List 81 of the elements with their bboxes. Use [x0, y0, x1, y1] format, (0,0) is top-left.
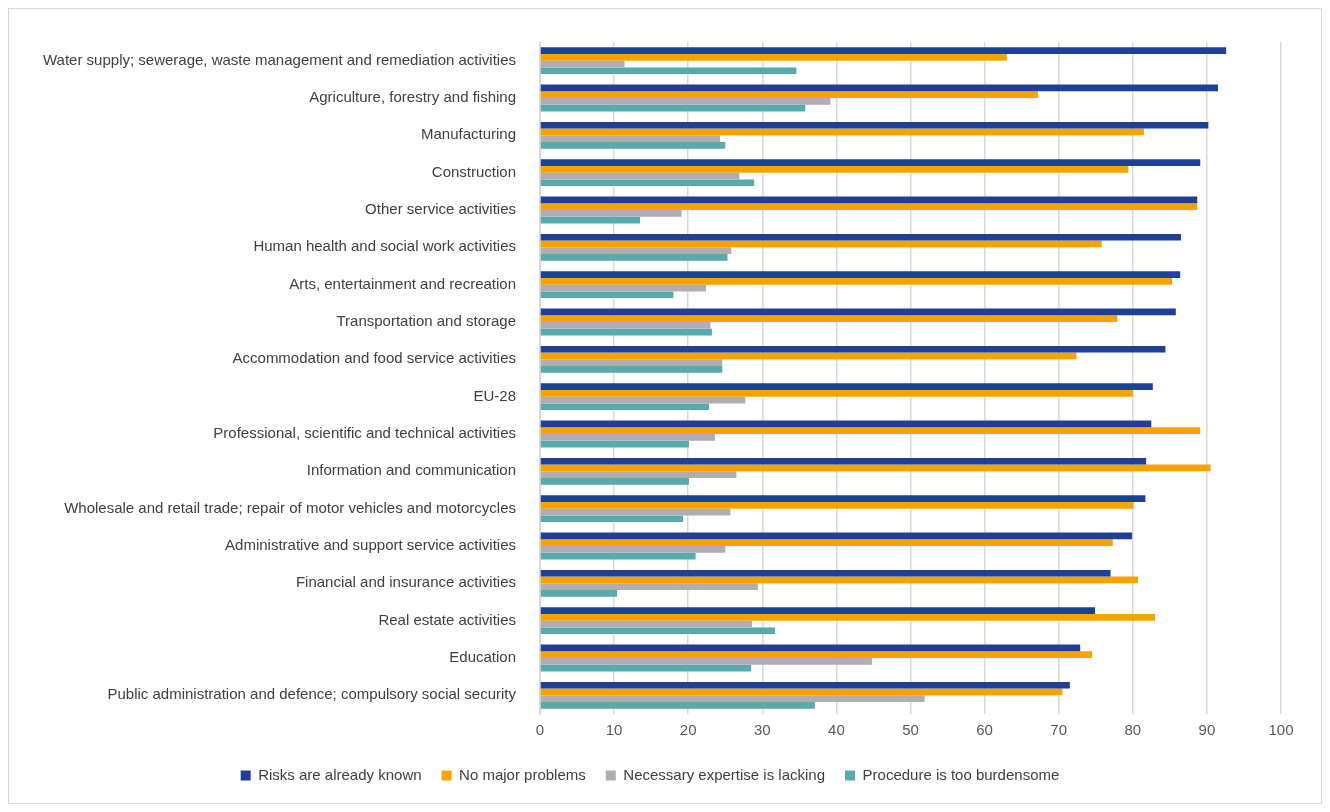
- bar: [540, 47, 1227, 54]
- y-tick-label: Construction: [431, 162, 517, 180]
- bar: [540, 179, 755, 187]
- y-tick-label: Human health and social work activities: [253, 237, 517, 255]
- legend-label: No major problems: [459, 765, 586, 783]
- bar: [540, 359, 723, 367]
- bar: [540, 254, 728, 261]
- y-tick-label: Education: [449, 648, 517, 666]
- bar: [540, 539, 1113, 546]
- x-tick-label: 30: [753, 721, 771, 739]
- bar: [540, 389, 1133, 397]
- y-tick-label: Professional, scientific and technical activities: [213, 424, 517, 442]
- bar: [540, 135, 721, 143]
- y-tick-label: Transportation and storage: [336, 312, 517, 330]
- bar: [540, 233, 1181, 241]
- bar: [540, 501, 1134, 509]
- y-tick-label: EU-28: [473, 386, 517, 404]
- bar: [540, 681, 1070, 689]
- y-tick-label: Manufacturing: [420, 125, 517, 143]
- bar: [540, 67, 797, 75]
- bar: [540, 91, 1038, 98]
- legend-label: Procedure is too burdensome: [862, 765, 1060, 783]
- bar: [540, 651, 1093, 658]
- bar: [540, 658, 872, 665]
- legend-label: Risks are already known: [258, 765, 422, 783]
- x-tick-label: 10: [605, 721, 623, 739]
- bar: [540, 121, 1209, 129]
- bar: [540, 495, 1146, 502]
- bar: [540, 165, 1129, 173]
- bar: [540, 583, 758, 591]
- bar: [540, 315, 1118, 322]
- x-tick-label: 50: [902, 721, 919, 739]
- bar: [540, 627, 775, 635]
- bar: [540, 695, 925, 703]
- bar: [540, 478, 689, 485]
- bar: [540, 142, 726, 149]
- y-tick-label: Accommodation and food service activities: [232, 349, 517, 367]
- y-tick-label: Administrative and support service activities: [225, 536, 517, 554]
- bar: [540, 434, 715, 441]
- bar: [540, 702, 815, 709]
- bar: [540, 515, 684, 523]
- y-tick-label: Arts, entertainment and recreation: [289, 274, 517, 292]
- bar: [540, 383, 1153, 390]
- bar: [540, 159, 1201, 166]
- bar: [540, 607, 1096, 614]
- bar: [540, 291, 674, 299]
- y-tick-label: Water supply; sewerage, waste management and remediation activities: [43, 50, 517, 68]
- y-tick-label: Public administration and defence; compulsory social security: [107, 685, 517, 703]
- y-tick-label: Agriculture, forestry and fishing: [309, 88, 517, 106]
- y-tick-label: Information and communication: [306, 461, 517, 479]
- bar: [540, 471, 737, 479]
- bar: [540, 546, 726, 553]
- bar: [540, 247, 732, 255]
- bar: [540, 403, 709, 411]
- x-tick-label: 0: [535, 721, 545, 739]
- legend-label: Necessary expertise is lacking: [623, 765, 826, 783]
- bar: [540, 98, 831, 105]
- bar: [540, 53, 1007, 61]
- bar: [540, 366, 723, 373]
- x-tick-label: 60: [976, 721, 993, 739]
- bar: [540, 322, 711, 329]
- bar: [540, 569, 1111, 577]
- bar: [540, 345, 1166, 353]
- y-tick-label: Financial and insurance activities: [295, 573, 517, 591]
- bar: [540, 277, 1173, 285]
- bar: [540, 203, 1198, 210]
- bar: [540, 457, 1147, 465]
- x-tick-label: 100: [1268, 721, 1294, 739]
- x-tick-label: 40: [828, 721, 845, 739]
- x-tick-label: 20: [679, 721, 697, 739]
- y-tick-label: Real estate activities: [378, 610, 517, 628]
- bar: [540, 427, 1201, 434]
- x-tick-label: 80: [1124, 721, 1142, 739]
- bar: [540, 590, 618, 597]
- y-tick-label: Other service activities: [365, 200, 517, 218]
- x-tick-label: 70: [1050, 721, 1068, 739]
- x-tick-label: 90: [1198, 721, 1216, 739]
- bar: [540, 613, 1156, 621]
- bar: [540, 210, 682, 217]
- bar: [540, 271, 1181, 278]
- y-tick-label: Wholesale and retail trade; repair of motor vehicles and motorcycles: [64, 498, 517, 516]
